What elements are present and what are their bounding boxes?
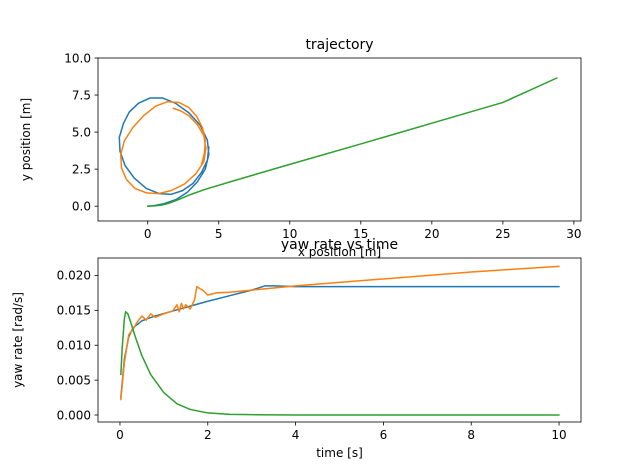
trajectory-x-tick-label: 10 bbox=[282, 227, 297, 241]
trajectory-x-tick-label: 30 bbox=[566, 227, 581, 241]
yaw-rate-y-tick-label: 0.000 bbox=[57, 408, 91, 422]
yaw-rate-series-line-3 bbox=[120, 310, 560, 416]
trajectory-x-axis-label: x position [m] bbox=[298, 245, 381, 259]
trajectory-series-group bbox=[118, 77, 558, 207]
trajectory-y-axis-label: y position [m] bbox=[19, 98, 33, 181]
trajectory-series-line-1 bbox=[118, 97, 210, 207]
trajectory-series-line-2 bbox=[119, 100, 207, 195]
yaw-rate-x-tick-label: 10 bbox=[551, 428, 566, 442]
yaw-rate-x-tick-label: 6 bbox=[380, 428, 388, 442]
yaw-rate-title: yaw rate vs time bbox=[281, 237, 398, 253]
yaw-rate-x-tick-label: 2 bbox=[204, 428, 212, 442]
yaw-rate-plot-area bbox=[97, 257, 582, 423]
trajectory-y-tick-label: 7.5 bbox=[72, 88, 91, 102]
trajectory-y-tick-label: 5.0 bbox=[72, 125, 91, 139]
yaw-rate-x-tick-label: 0 bbox=[116, 428, 124, 442]
yaw-rate-series-line-2 bbox=[120, 265, 560, 401]
trajectory-panel: trajectory 0 5 10 15 20 25 300.02.55.07.510.0 … bbox=[19, 37, 582, 259]
trajectory-y-tick-label: 0.0 bbox=[72, 199, 91, 213]
trajectory-title: trajectory bbox=[305, 37, 373, 53]
trajectory-x-tick-label: 15 bbox=[353, 227, 368, 241]
yaw-rate-panel: yaw rate vs time 0 2 4 6 8 100.0000.0050.0100… bbox=[11, 237, 582, 460]
yaw-rate-panel-background bbox=[98, 258, 581, 422]
trajectory-ticks: 0 5 10 15 20 25 30 0.0 2.5 5.0 7.5 10.0 bbox=[64, 51, 581, 241]
trajectory-x-tick-label: 25 bbox=[495, 227, 510, 241]
yaw-rate-ticks: 0 2 4 6 8 10 0.000 0.005 0.010 0.015 0.020 bbox=[57, 269, 567, 442]
trajectory-y-tick-label: 10.0 bbox=[64, 51, 91, 65]
yaw-rate-series-group bbox=[120, 265, 560, 416]
trajectory-axes-frame bbox=[97, 57, 582, 222]
yaw-rate-y-tick-label: 0.020 bbox=[57, 269, 91, 283]
yaw-rate-axes-frame bbox=[97, 257, 582, 423]
yaw-rate-x-tick-label: 4 bbox=[292, 428, 300, 442]
trajectory-x-tick-label: 0 bbox=[144, 227, 152, 241]
trajectory-x-tick-label: 20 bbox=[424, 227, 439, 241]
yaw-rate-y-tick-label: 0.015 bbox=[57, 304, 91, 318]
trajectory-series-line-3 bbox=[146, 77, 558, 207]
yaw-rate-y-tick-label: 0.010 bbox=[57, 339, 91, 353]
yaw-rate-y-tick-label: 0.005 bbox=[57, 373, 91, 387]
trajectory-x-tick-label: 5 bbox=[215, 227, 223, 241]
trajectory-y-tick-label: 2.5 bbox=[72, 162, 91, 176]
yaw-rate-x-axis-label: time [s] bbox=[316, 446, 363, 460]
yaw-rate-y-axis-label: yaw rate [rad/s] bbox=[11, 292, 25, 388]
trajectory-plot-area bbox=[97, 57, 582, 222]
yaw-rate-x-tick-label: 8 bbox=[467, 428, 475, 442]
